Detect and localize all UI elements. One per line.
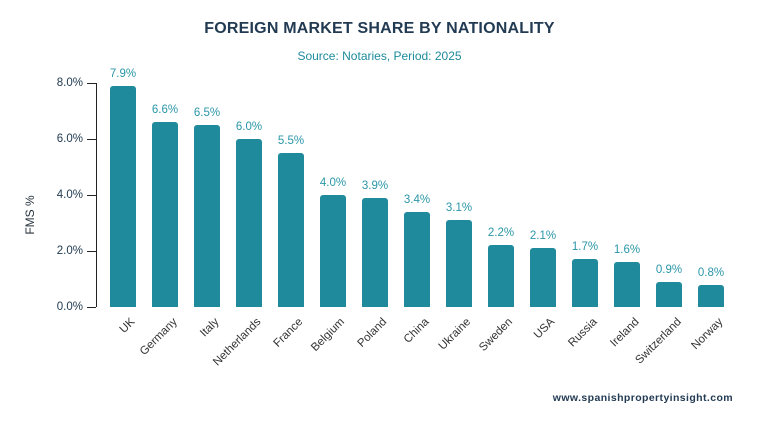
bar-column: 6.0% Netherlands (211, 83, 270, 368)
x-axis-category-label: USA (532, 316, 558, 342)
y-tick-mark (87, 82, 96, 84)
bar (194, 125, 220, 307)
chart-subtitle: Source: Notaries, Period: 2025 (297, 49, 462, 63)
bar (614, 262, 640, 307)
bar (320, 195, 346, 307)
bar-column: 6.5% Italy (186, 83, 228, 339)
y-tick-mark (87, 138, 96, 140)
bar-value-label: 2.1% (529, 230, 557, 243)
bar-column: 7.9% UK (102, 68, 144, 336)
y-tick-mark (87, 194, 96, 196)
bar-value-label: 0.9% (655, 263, 683, 276)
bar-column: 6.6% Germany (138, 83, 186, 358)
y-axis-label: FMS % (23, 195, 37, 235)
bar-value-label: 6.0% (235, 121, 263, 133)
bar (698, 284, 724, 307)
x-axis-category-label: Poland (355, 316, 390, 350)
x-axis-category-label: France (271, 316, 306, 350)
bar-value-label: 5.5% (277, 135, 305, 147)
chart-title: FOREIGN MARKET SHARE BY NATIONALITY (204, 20, 555, 37)
y-tick-mark (87, 306, 96, 308)
y-tick-label: 8.0% (56, 77, 83, 89)
bar-value-label: 2.2% (487, 227, 515, 240)
bar-column: 2.1% USA (522, 83, 564, 341)
bar-value-label: 1.7% (571, 241, 599, 254)
bar-value-label: 7.9% (109, 67, 137, 80)
y-tick-label: 0.0% (56, 301, 83, 313)
x-axis-category-label: UK (117, 316, 138, 336)
bar-value-label: 0.8% (697, 266, 725, 279)
x-axis-category-label: China (401, 316, 432, 346)
x-axis-category-label: Ukraine (436, 316, 474, 353)
bar-value-label: 4.0% (319, 177, 347, 189)
bar-column: 5.5% France (270, 83, 312, 350)
bar-column: 1.7% Russia (564, 83, 606, 349)
x-axis-category-label: Ireland (608, 316, 642, 350)
bar-column: 1.6% Ireland (606, 83, 648, 349)
bar-value-label: 3.4% (403, 193, 431, 206)
bar-column: 3.4% China (396, 83, 438, 346)
bar-column: 0.9% Switzerland (633, 83, 690, 367)
bar-value-label: 6.5% (193, 107, 221, 119)
bar (530, 248, 556, 307)
bar-value-label: 1.6% (613, 244, 641, 257)
bar (278, 153, 304, 307)
bar (362, 197, 388, 307)
bar-column: 4.0% Belgium (310, 83, 354, 354)
x-axis-category-label: Russia (566, 316, 600, 350)
plot-area: 0.0% 2.0% 4.0% 6.0% 8.0% 7.9% UK 6.6% Germany 6.… (57, 68, 741, 369)
bar-column: 0.8% Norway (689, 83, 732, 352)
bar (488, 245, 514, 307)
y-tick-label: 4.0% (56, 189, 83, 201)
bar-value-label: 3.1% (445, 202, 473, 215)
bars-container: 7.9% UK 6.6% Germany 6.5% Italy 6.0% Netherland… (97, 68, 741, 369)
y-tick-mark (87, 250, 96, 252)
bar (236, 139, 262, 307)
bar (656, 281, 682, 307)
bar-value-label: 6.6% (151, 104, 179, 117)
bar (404, 211, 430, 307)
x-axis-category-label: Belgium (309, 316, 348, 354)
x-axis-category-label: Norway (689, 316, 726, 353)
bar-column: 3.1% Ukraine (437, 83, 480, 352)
bar (572, 259, 598, 307)
bar (152, 122, 178, 307)
y-tick-label: 2.0% (56, 245, 83, 257)
y-tick-label: 6.0% (56, 133, 83, 145)
x-axis-category-label: Germany (137, 316, 180, 358)
bar (446, 220, 472, 307)
bar (110, 85, 136, 307)
x-axis-category-label: Sweden (477, 316, 516, 354)
bar-column: 3.9% Poland (354, 83, 396, 350)
bar-value-label: 3.9% (361, 179, 389, 192)
bar-column: 2.2% Sweden (478, 83, 522, 353)
x-axis-category-label: Italy (198, 316, 222, 340)
website-url: www.spanishpropertyinsight.com (552, 392, 733, 404)
